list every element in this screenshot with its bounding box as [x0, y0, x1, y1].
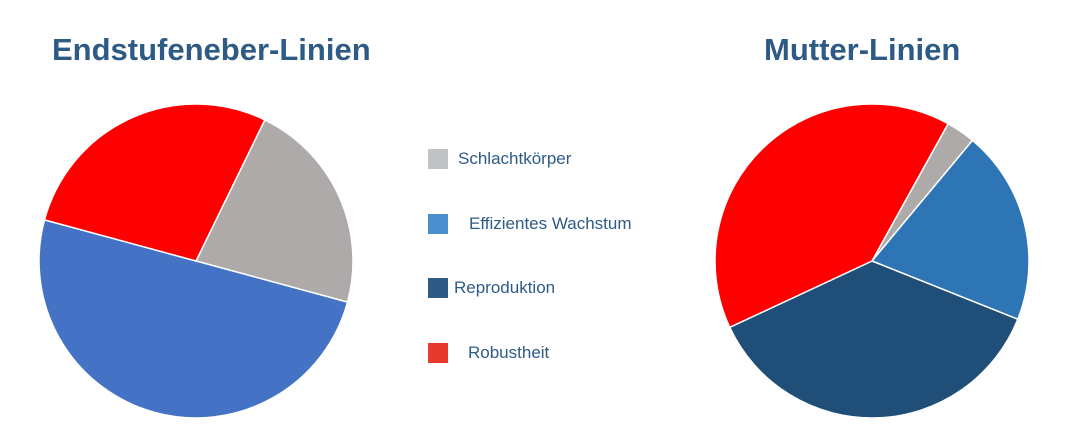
endstufeneber-slice-effizientes-wachstum: [38, 219, 349, 419]
pie-endstufeneber: [38, 103, 354, 419]
legend-swatch-schlachtkoerper: [428, 149, 448, 169]
mutter-slice-effizientes-wachstum: [871, 139, 1030, 321]
mutter-slice-reproduktion: [728, 260, 1019, 419]
mutter-slice-robustheit: [714, 103, 949, 329]
legend-item-reproduktion: Reproduktion: [428, 276, 555, 300]
endstufeneber-slice-schlachtkoerper: [195, 119, 354, 303]
legend-label: Schlachtkörper: [458, 149, 572, 168]
legend-swatch-robustheit: [428, 343, 448, 363]
legend-item-effizientes-wachstum: Effizientes Wachstum: [428, 212, 632, 236]
legend-label: Effizientes Wachstum: [469, 214, 632, 233]
endstufeneber-slice-robustheit: [43, 103, 266, 262]
legend-label: Reproduktion: [454, 278, 556, 297]
pie-mutter: [714, 103, 1030, 419]
legend-item-schlachtkoerper: Schlachtkörper: [428, 147, 571, 171]
chart-title-endstufeneber: Endstufeneber-Linien: [52, 32, 371, 67]
legend: Schlachtkörper Effizientes Wachstum Repr…: [428, 0, 728, 433]
chart-title-mutter: Mutter-Linien: [764, 32, 961, 67]
legend-label: Robustheit: [468, 343, 550, 362]
legend-swatch-effizientes-wachstum: [428, 214, 448, 234]
legend-item-robustheit: Robustheit: [428, 341, 549, 365]
legend-swatch-reproduktion: [428, 278, 448, 298]
